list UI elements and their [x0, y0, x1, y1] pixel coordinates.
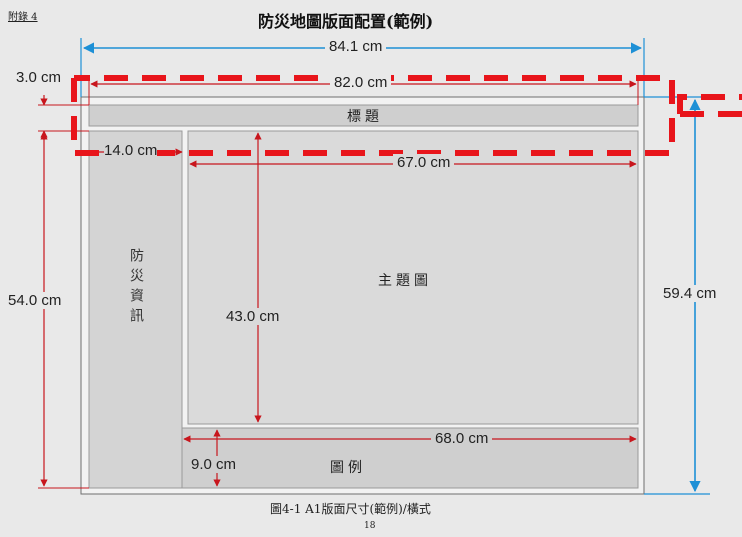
- highlight-dashed-box: [71, 75, 742, 156]
- page-number: 18: [364, 521, 376, 531]
- main-height-label: 43.0 cm: [224, 308, 282, 325]
- legend-height-label: 9.0 cm: [191, 456, 237, 473]
- main-map-label: 主題圖: [378, 273, 432, 289]
- info-panel-label: 防災資訊: [128, 248, 144, 328]
- legend-width-label: 68.0 cm: [431, 430, 493, 447]
- main-width-label: 67.0 cm: [393, 154, 455, 171]
- outer-height-label: 59.4 cm: [663, 285, 717, 302]
- info-width-label: 14.0 cm: [104, 142, 158, 159]
- title-panel: [88, 104, 639, 127]
- outer-width-label: 84.1 cm: [325, 38, 387, 55]
- left-height-dimension: [38, 132, 89, 489]
- title-panel-label: 標題: [347, 109, 383, 125]
- legend-panel-label: 圖例: [330, 460, 366, 476]
- annex-label: 附錄 4: [8, 12, 38, 23]
- left-height-label: 54.0 cm: [8, 292, 62, 309]
- title-band-label: 3.0 cm: [16, 69, 62, 86]
- main-map-panel: [187, 130, 639, 425]
- inner-width-label: 82.0 cm: [330, 74, 392, 91]
- info-panel: [88, 130, 183, 489]
- legend-panel: [181, 427, 639, 489]
- figure-caption: 圖4-1 A1版面尺寸(範例)/橫式: [270, 502, 431, 516]
- page-title: 防災地圖版面配置(範例): [258, 12, 434, 31]
